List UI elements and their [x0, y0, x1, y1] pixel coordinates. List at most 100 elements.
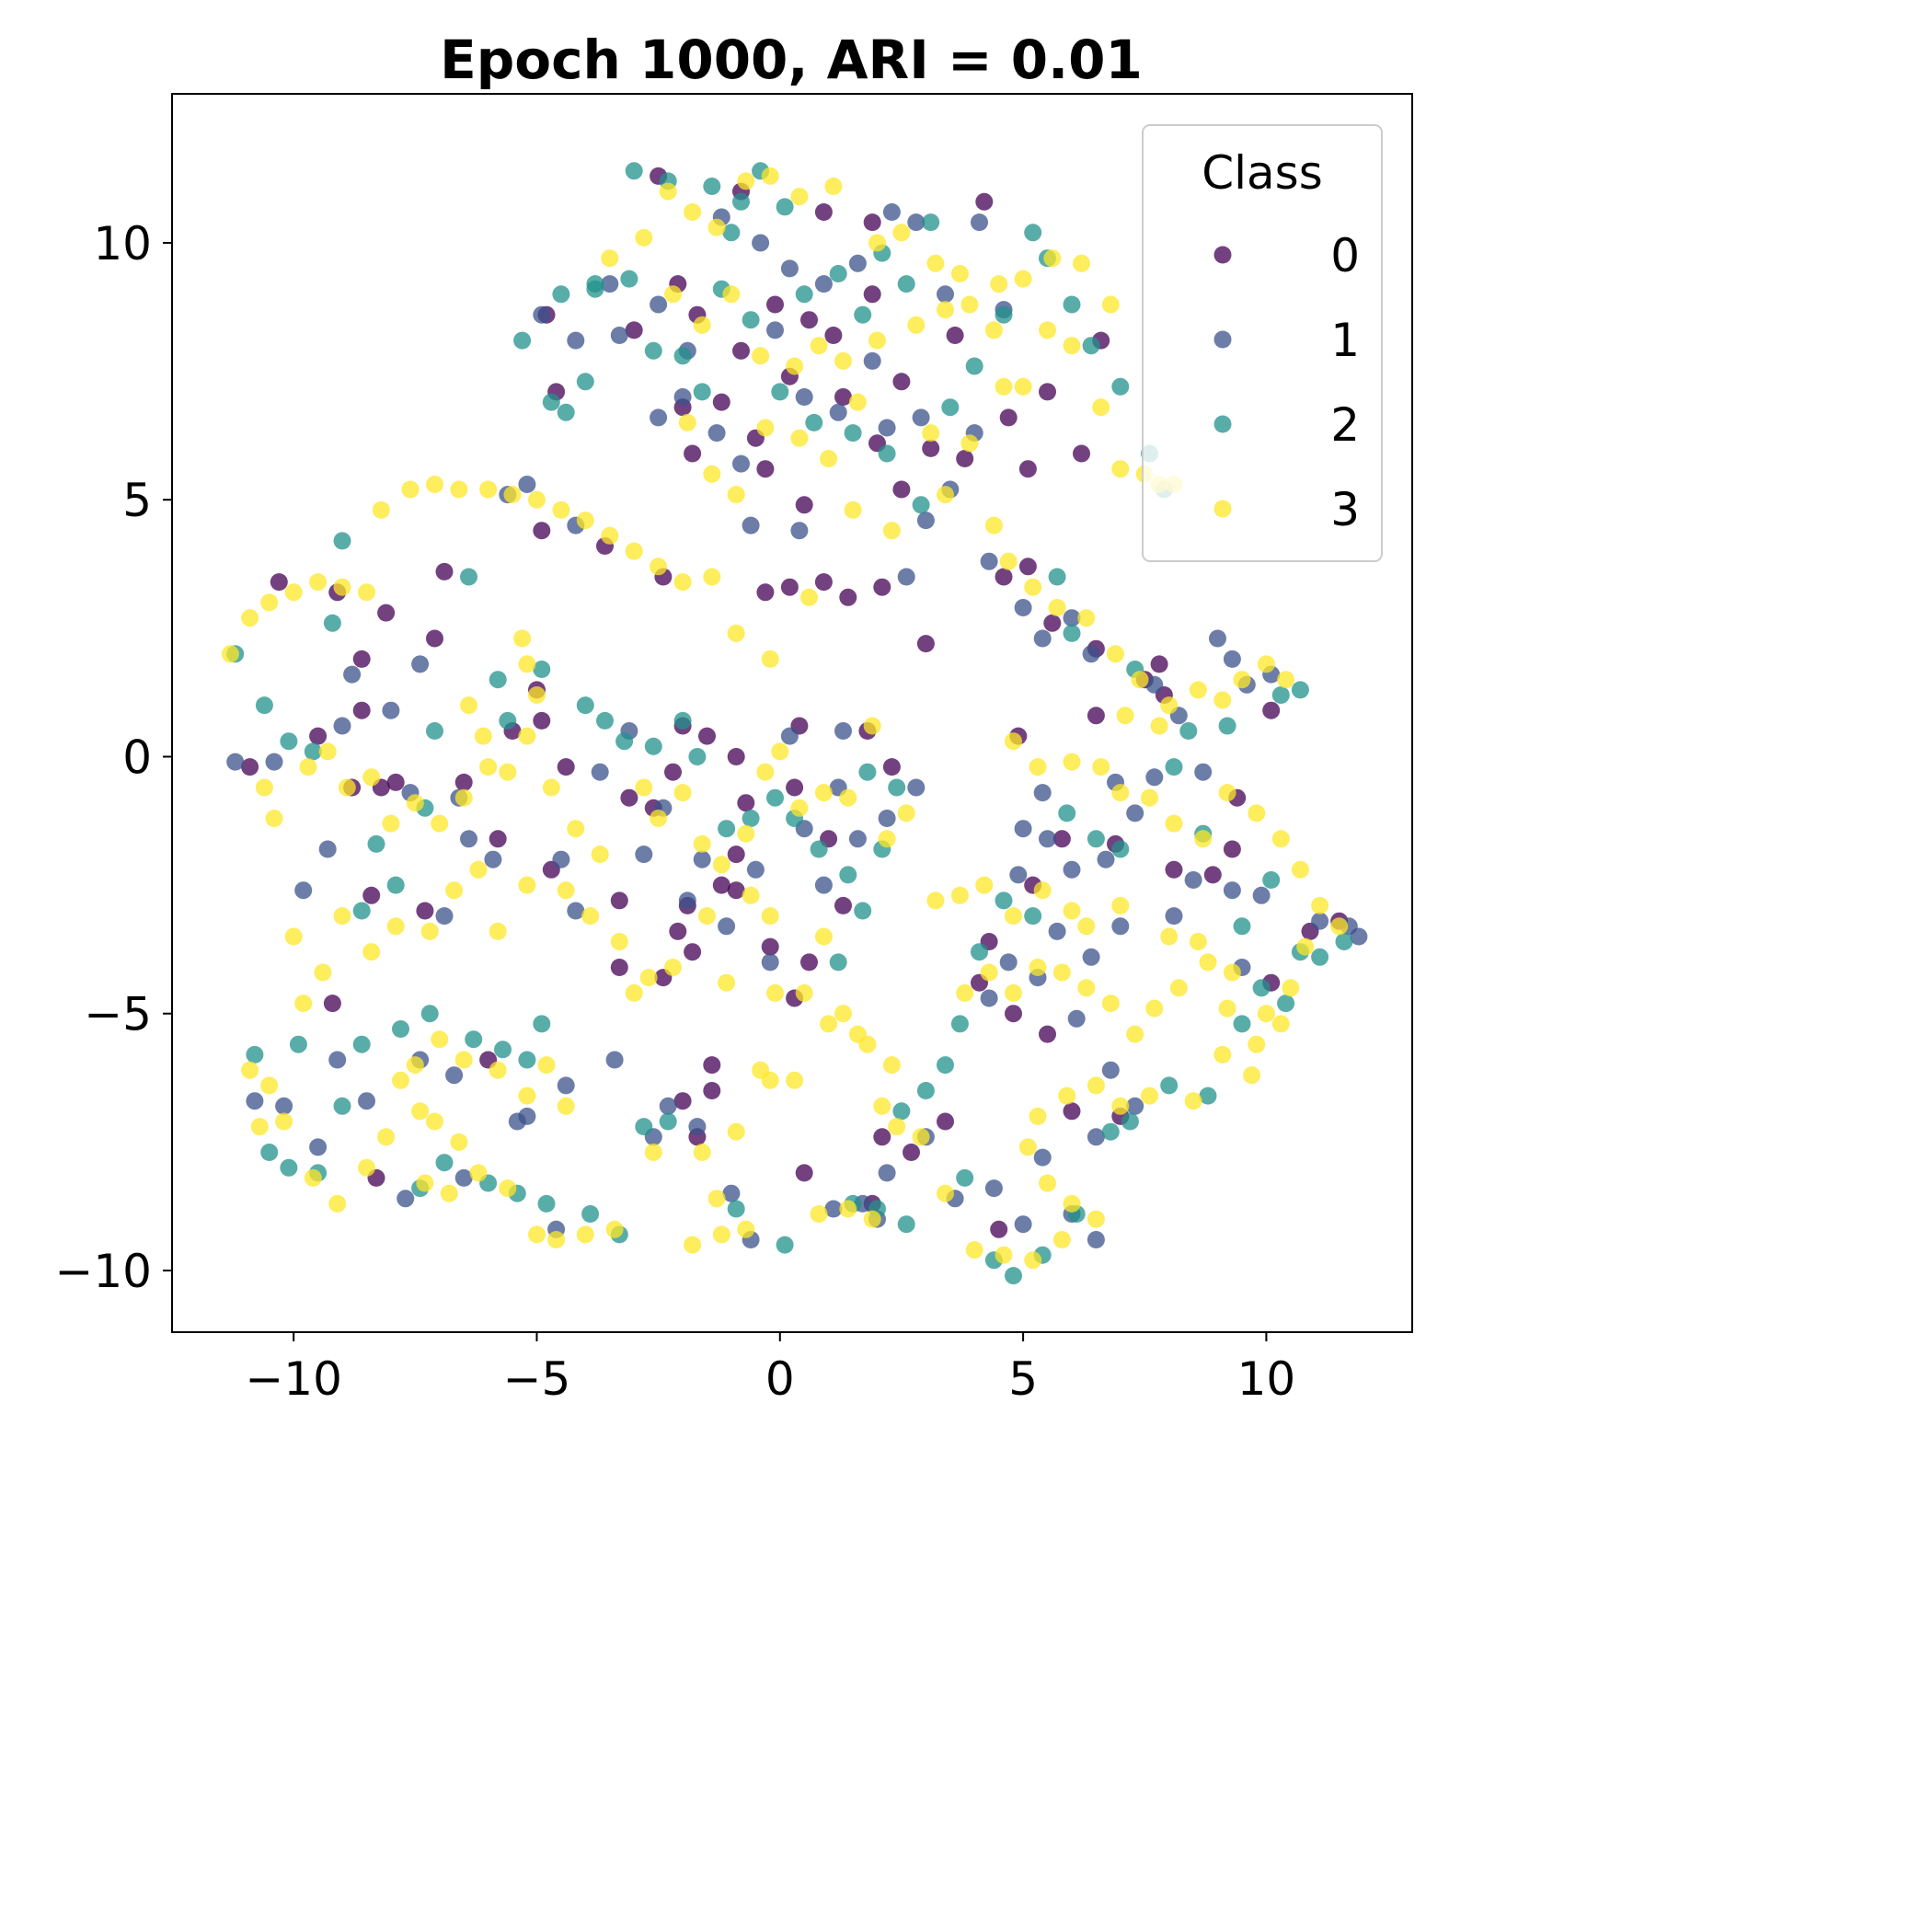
- point-class-3: [552, 500, 570, 519]
- point-class-3: [1111, 1097, 1130, 1115]
- point-class-2: [489, 671, 507, 689]
- point-class-3: [1018, 1138, 1037, 1156]
- point-class-3: [450, 1133, 468, 1151]
- point-class-2: [1024, 224, 1042, 242]
- point-class-2: [280, 732, 298, 751]
- point-class-3: [474, 727, 492, 745]
- point-class-2: [1218, 717, 1236, 735]
- point-class-2: [576, 696, 594, 715]
- x-tick-label: −5: [503, 1352, 571, 1406]
- point-class-3: [513, 629, 532, 648]
- point-class-3: [1052, 1231, 1071, 1248]
- point-class-2: [829, 953, 847, 972]
- point-class-3: [1087, 1210, 1105, 1228]
- point-class-1: [610, 327, 628, 344]
- point-class-3: [1039, 321, 1056, 339]
- x-tick-label: −10: [245, 1352, 342, 1406]
- point-class-3: [1092, 758, 1110, 776]
- point-class-1: [552, 850, 570, 868]
- point-class-2: [644, 737, 662, 755]
- point-class-1: [1087, 1231, 1105, 1248]
- point-class-3: [567, 820, 585, 838]
- point-class-2: [280, 1158, 298, 1177]
- point-class-0: [1223, 840, 1241, 858]
- point-class-1: [1252, 886, 1271, 904]
- point-class-3: [737, 824, 755, 843]
- point-class-3: [576, 512, 594, 530]
- point-class-3: [727, 624, 745, 642]
- point-class-3: [820, 1015, 838, 1033]
- point-class-3: [1024, 1251, 1042, 1270]
- point-class-3: [469, 1164, 488, 1182]
- point-class-3: [469, 860, 488, 879]
- x-tick-label: 10: [1237, 1352, 1296, 1406]
- point-class-3: [479, 480, 498, 499]
- y-tick-label: 0: [122, 730, 152, 784]
- point-class-1: [1082, 948, 1100, 966]
- point-class-2: [518, 1051, 536, 1069]
- point-class-3: [882, 1056, 901, 1075]
- point-class-0: [703, 1082, 721, 1099]
- point-class-1: [246, 1092, 264, 1110]
- point-class-0: [557, 758, 575, 776]
- point-class-2: [392, 1020, 409, 1038]
- point-class-1: [722, 1184, 741, 1202]
- point-class-1: [834, 722, 852, 740]
- point-class-3: [1218, 784, 1236, 802]
- point-class-1: [382, 701, 400, 719]
- point-class-3: [960, 295, 979, 314]
- point-class-3: [1233, 671, 1251, 689]
- point-class-2: [922, 213, 940, 232]
- point-class-3: [795, 983, 813, 1002]
- point-class-3: [241, 1061, 259, 1079]
- point-class-1: [980, 552, 998, 570]
- point-class-2: [771, 383, 789, 401]
- point-class-3: [718, 973, 736, 992]
- point-class-2: [635, 1118, 653, 1136]
- point-class-2: [323, 614, 341, 632]
- point-class-0: [756, 583, 775, 602]
- point-class-1: [1063, 609, 1081, 627]
- point-class-3: [1111, 460, 1130, 478]
- point-class-2: [615, 732, 634, 751]
- point-class-3: [761, 907, 779, 926]
- point-class-2: [1233, 1015, 1251, 1033]
- point-class-2: [829, 265, 847, 282]
- point-class-1: [766, 321, 784, 339]
- point-class-3: [848, 393, 867, 411]
- point-class-3: [625, 983, 643, 1002]
- point-class-3: [1189, 681, 1207, 699]
- point-class-1: [848, 254, 867, 272]
- point-class-1: [780, 727, 799, 745]
- point-class-2: [581, 1205, 600, 1223]
- point-class-3: [684, 203, 702, 221]
- point-class-1: [343, 665, 362, 684]
- point-class-3: [863, 717, 881, 735]
- point-class-2: [1252, 979, 1271, 997]
- point-class-2: [426, 722, 443, 740]
- point-class-1: [1039, 830, 1056, 848]
- point-class-0: [1052, 830, 1071, 848]
- legend-label-1: 1: [1330, 314, 1360, 367]
- point-class-3: [1039, 1174, 1056, 1192]
- point-class-1: [878, 810, 896, 827]
- point-class-3: [1029, 959, 1047, 976]
- point-class-3: [1160, 696, 1179, 715]
- point-class-3: [834, 1005, 852, 1023]
- x-tick-label: 5: [1008, 1352, 1038, 1406]
- point-class-3: [1063, 902, 1081, 920]
- point-class-3: [479, 758, 498, 776]
- point-class-2: [1101, 1122, 1120, 1141]
- point-class-0: [669, 922, 687, 940]
- point-class-3: [1277, 671, 1295, 689]
- point-class-3: [557, 1097, 575, 1115]
- point-class-0: [703, 1056, 721, 1075]
- point-class-1: [294, 881, 313, 900]
- point-class-1: [1087, 1128, 1105, 1146]
- point-class-2: [693, 383, 711, 401]
- point-class-2: [888, 778, 906, 797]
- point-class-1: [1014, 599, 1032, 616]
- point-class-1: [742, 516, 760, 535]
- point-class-2: [722, 224, 741, 242]
- point-class-2: [810, 840, 828, 858]
